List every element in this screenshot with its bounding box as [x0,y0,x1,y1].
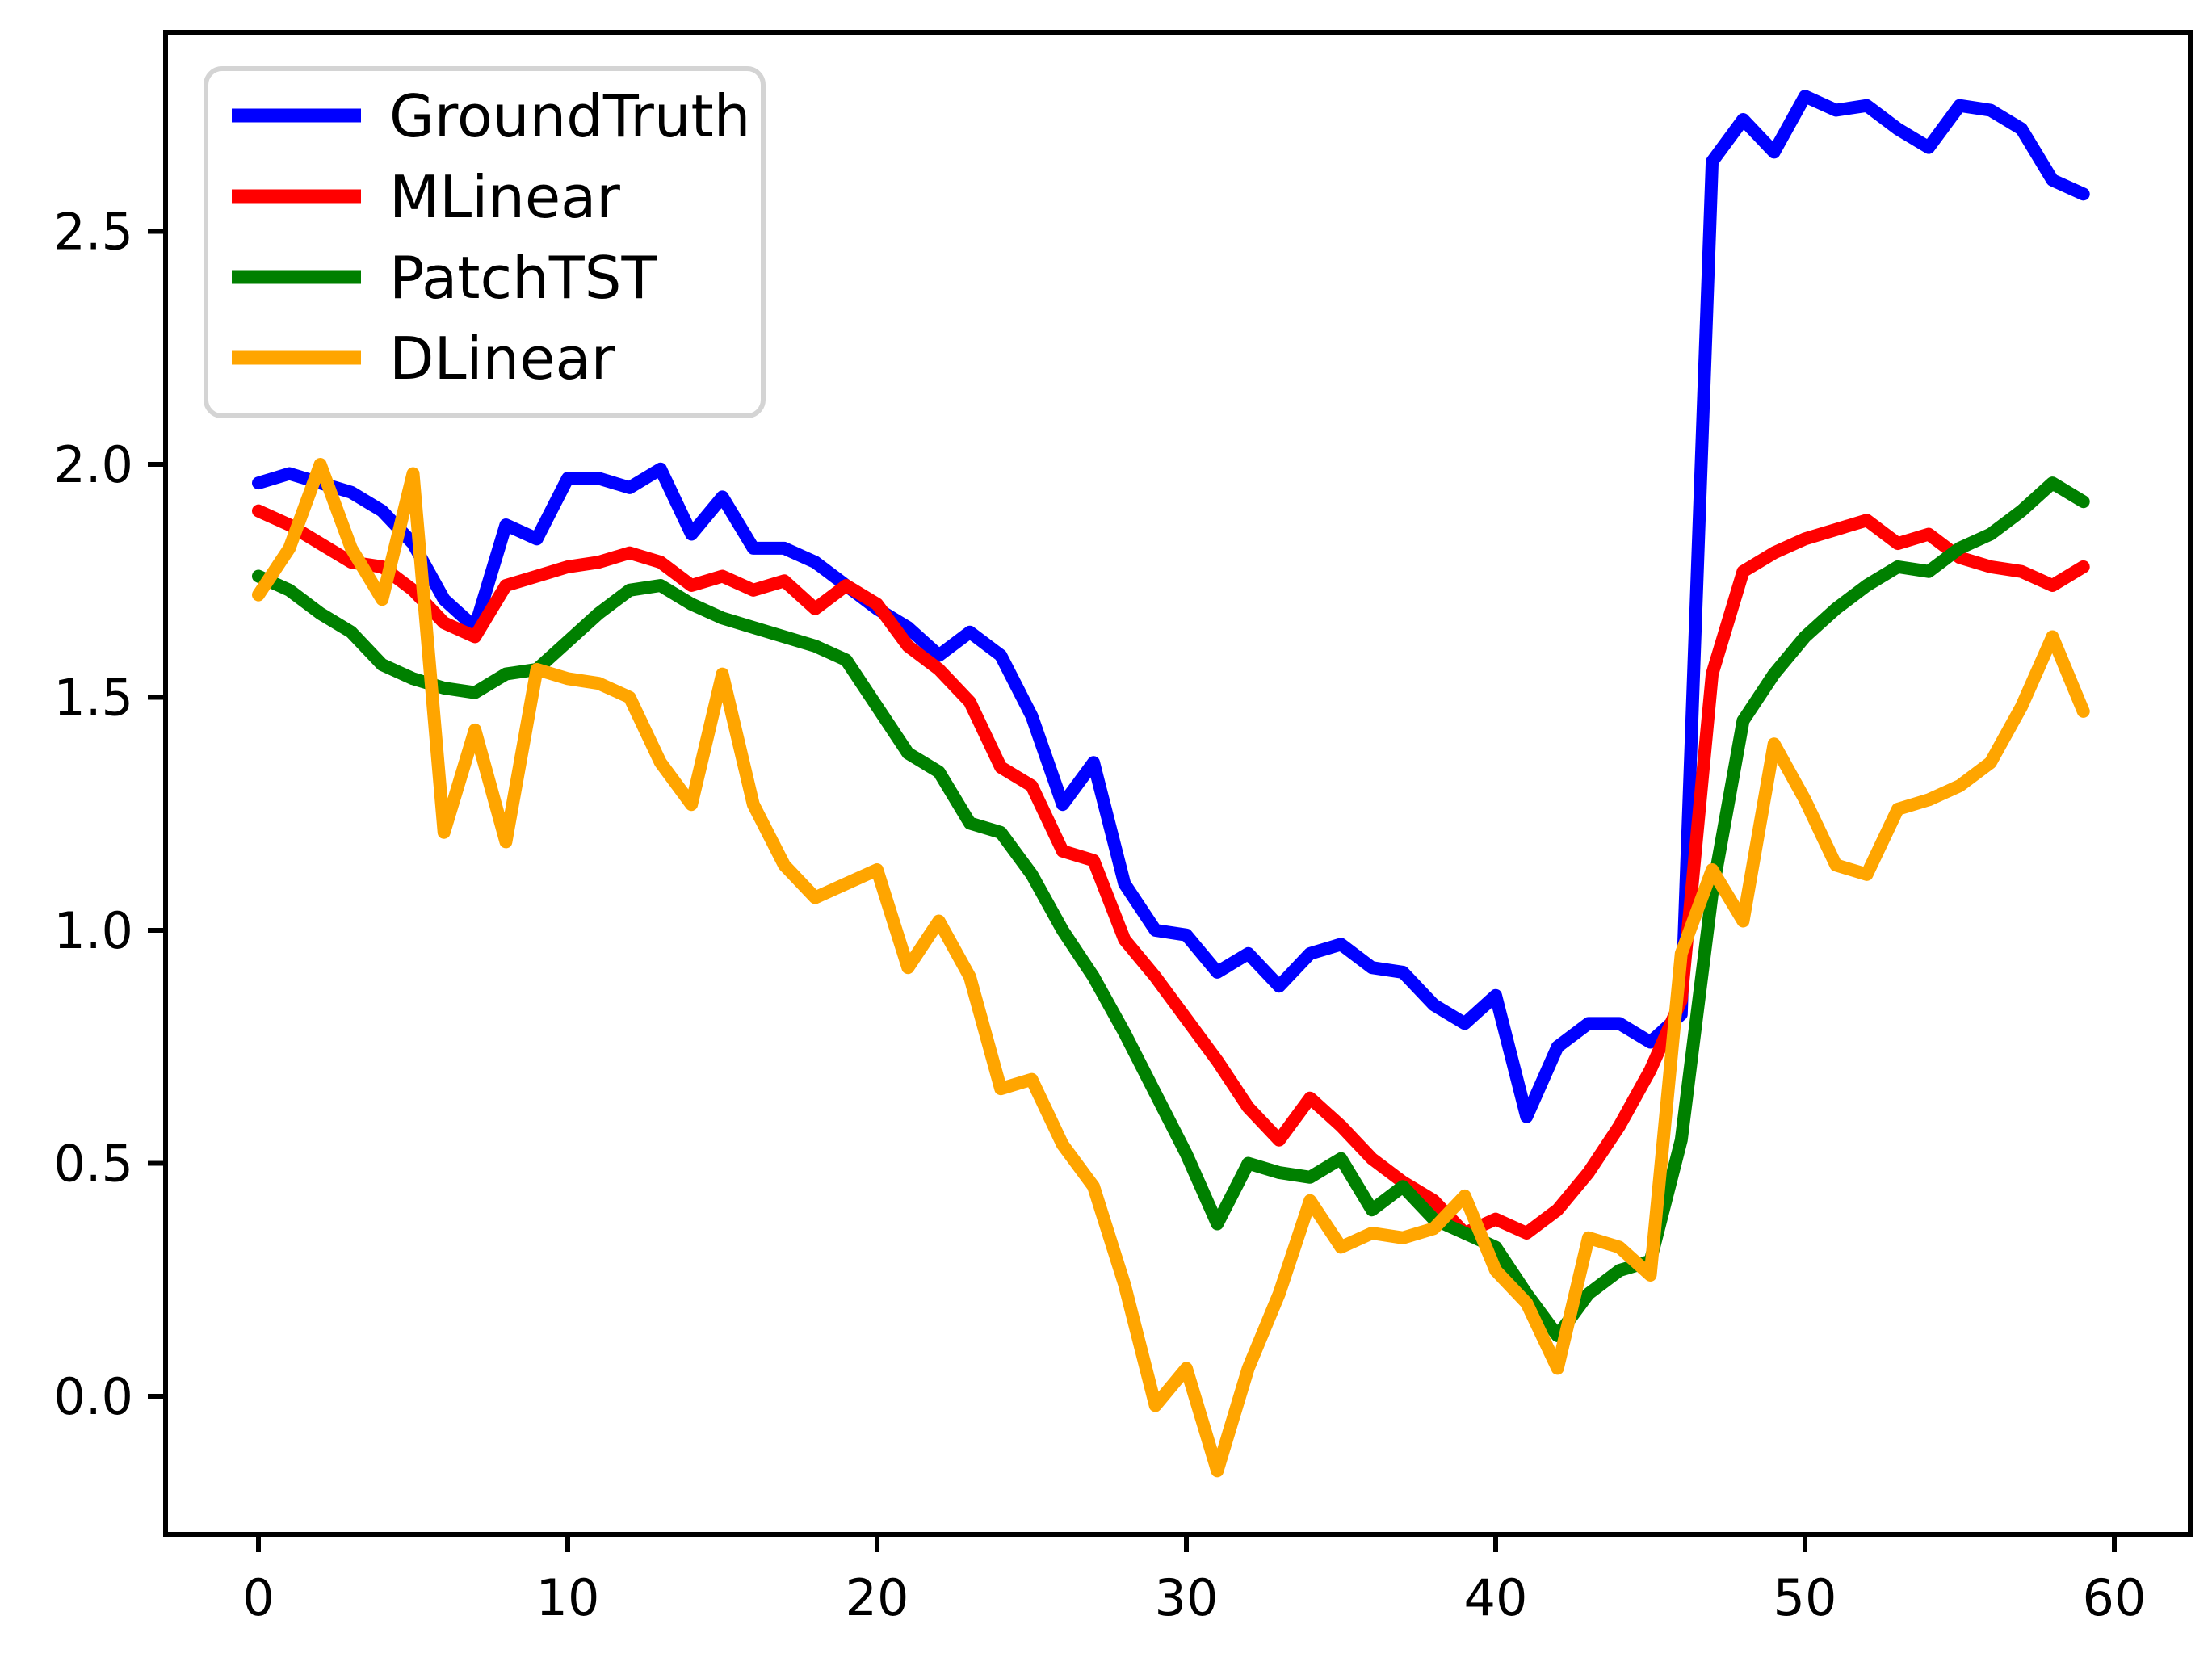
y-tick-label-0.0: 0.0 [53,1367,133,1426]
legend-label-MLinear: MLinear [389,163,620,231]
plot-border [163,30,2193,1537]
legend-box [204,66,766,418]
series-line-GroundTruth [252,90,2090,1123]
x-tick-label-30: 30 [1155,1568,1219,1627]
x-tick-label-20: 20 [846,1568,909,1627]
y-tick-label-0.5: 0.5 [53,1135,133,1194]
x-tick-label-0: 0 [242,1568,274,1627]
legend-label-GroundTruth: GroundTruth [389,82,750,150]
y-tick-label-1.5: 1.5 [53,669,133,728]
y-tick-label-1.0: 1.0 [53,901,133,960]
y-tick-label-2.0: 2.0 [53,435,133,494]
series-line-PatchTST [252,476,2090,1342]
x-tick-label-60: 60 [2083,1568,2147,1627]
x-tick-label-10: 10 [536,1568,600,1627]
y-tick-label-2.5: 2.5 [53,203,133,262]
legend-label-DLinear: DLinear [389,325,615,392]
series-line-DLinear [252,458,2090,1478]
x-tick-label-50: 50 [1773,1568,1837,1627]
legend-label-PatchTST: PatchTST [389,244,657,312]
x-tick-label-40: 40 [1464,1568,1528,1627]
series-line-MLinear [252,504,2090,1240]
